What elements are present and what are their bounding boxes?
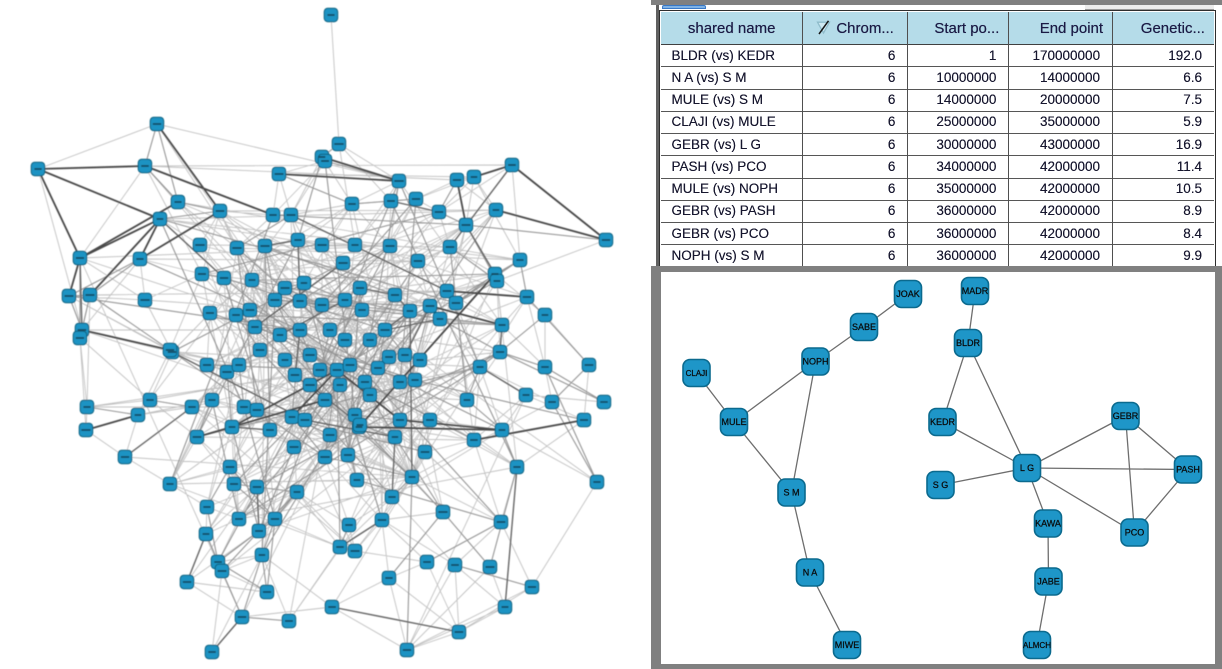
svg-text:S G: S G [933,480,949,490]
svg-text:SABE: SABE [852,322,876,332]
svg-text:S M: S M [783,488,799,498]
svg-text:KAWA: KAWA [1035,519,1061,529]
svg-text:MIWE: MIWE [835,640,860,650]
svg-text:GEBR: GEBR [1113,411,1139,421]
svg-text:L G: L G [1020,463,1034,473]
svg-text:N A: N A [803,568,818,578]
svg-text:JOAK: JOAK [896,289,920,299]
svg-text:KEDR: KEDR [930,417,956,427]
svg-text:ALMCH: ALMCH [1023,641,1051,650]
svg-text:MADR: MADR [962,286,989,296]
svg-text:BLDR: BLDR [956,338,981,348]
svg-text:PASH: PASH [1176,465,1200,475]
svg-text:NOPH: NOPH [802,357,828,367]
svg-text:JABE: JABE [1037,577,1060,587]
svg-text:CLAJI: CLAJI [686,369,708,378]
svg-text:PCO: PCO [1125,528,1145,538]
svg-text:MULE: MULE [721,417,746,427]
